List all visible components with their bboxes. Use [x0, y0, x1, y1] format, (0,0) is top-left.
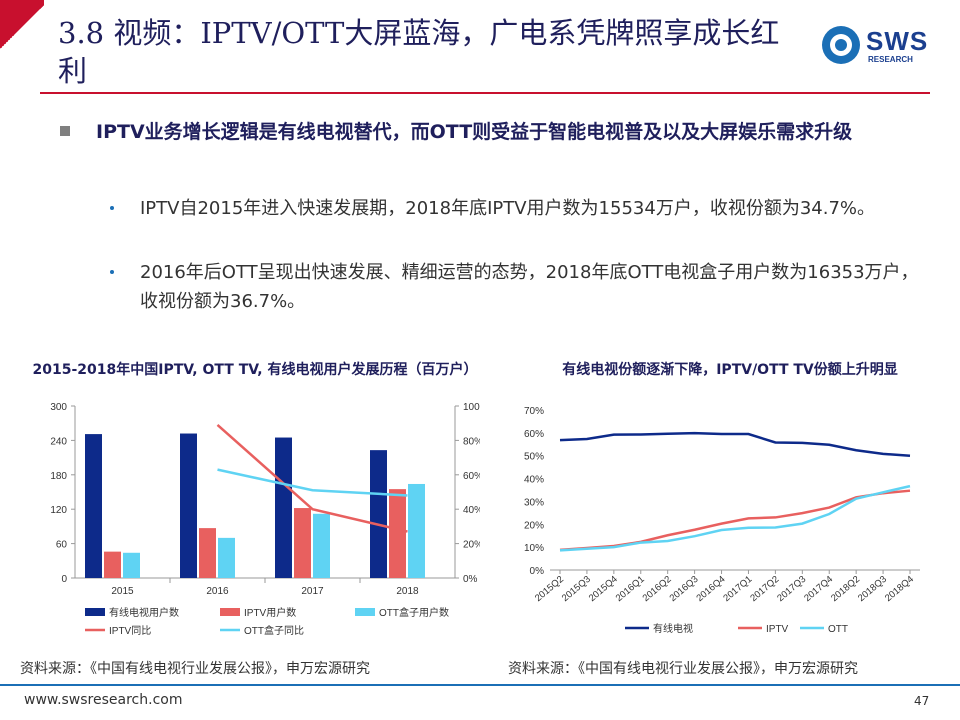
- iptv-yoy-line: [216, 423, 408, 533]
- y-tick-label-right: 40%: [463, 505, 480, 516]
- title-accent-stripe: [0, 0, 44, 96]
- y-tick-label: 10%: [524, 543, 544, 554]
- y-tick-label: 20%: [524, 520, 544, 531]
- x-tick-label: 2015Q3: [560, 574, 593, 604]
- title-bar: 3.8 视频：IPTV/OTT大屏蓝海，广电系凭牌照享成长红利 SWS RESE…: [0, 0, 960, 96]
- sub-bullet-text: IPTV自2015年进入快速发展期，2018年底IPTV用户数为15534万户，…: [140, 198, 876, 219]
- chart1-combo-chart: 0 60 120 180 240 300 0% 20% 40% 60% 80% 100% 2015 201…: [50, 402, 480, 637]
- y-tick-label: 60%: [524, 429, 544, 440]
- x-tick-label: 2016Q3: [668, 574, 701, 604]
- legend-swatch: [355, 608, 375, 616]
- title-divider: [40, 92, 930, 94]
- y-tick-label-right: 20%: [463, 540, 480, 551]
- logo-text: SWS: [866, 26, 929, 56]
- cable-share-line: [559, 431, 911, 457]
- sws-logo: SWS RESEARCH: [822, 26, 938, 66]
- bar-iptv: [389, 489, 406, 578]
- y-tick-label: 70%: [524, 406, 544, 417]
- bar-ott: [313, 513, 330, 578]
- x-tick-label: 2016: [206, 586, 229, 597]
- y-tick-label-left: 180: [50, 471, 67, 482]
- x-tick-label: 2016Q1: [614, 574, 647, 604]
- bar-ott: [408, 483, 425, 578]
- logo-mark-icon: [822, 26, 860, 64]
- x-tick-label: 2016Q2: [641, 574, 674, 604]
- y-tick-label-right: 0%: [463, 574, 478, 585]
- bar-cable: [275, 437, 292, 578]
- legend-label: OTT: [828, 624, 848, 635]
- y-tick-label: 30%: [524, 497, 544, 508]
- ott-share-line: [559, 484, 911, 552]
- bar-iptv: [294, 508, 311, 578]
- x-tick-label: 2015: [111, 586, 134, 597]
- x-tick-label: 2015Q2: [533, 574, 566, 604]
- chart1-title: 2015-2018年中国IPTV, OTT TV, 有线电视用户发展历程（百万户…: [32, 362, 478, 378]
- y-tick-label: 0%: [530, 566, 545, 577]
- sub-bullet-text: 2016年后OTT呈现出快速发展、精细运营的态势，2018年底OTT电视盒子用户…: [140, 262, 919, 312]
- y-tick-label-left: 60: [56, 540, 68, 551]
- ott-yoy-line: [217, 468, 408, 497]
- y-tick-label-left: 240: [50, 436, 67, 447]
- y-tick-label-right: 60%: [463, 471, 480, 482]
- bar-cable: [180, 433, 197, 578]
- x-tick-label: 2017Q2: [748, 574, 781, 604]
- page-number: 47: [914, 694, 930, 708]
- x-tick-label: 2018: [396, 586, 419, 597]
- x-tick-label: 2017Q3: [775, 574, 808, 604]
- x-tick-label: 2018Q2: [829, 574, 862, 604]
- footer-divider: [0, 684, 960, 686]
- x-tick-label: 2017Q4: [802, 574, 835, 604]
- source-left: 资料来源：《中国有线电视行业发展公报》，申万宏源研究: [20, 661, 370, 677]
- x-tick-label: 2016Q4: [694, 574, 727, 604]
- x-tick-label: 2015Q4: [587, 574, 620, 604]
- bar-cable: [85, 434, 102, 578]
- y-tick-label-left: 0: [61, 574, 67, 585]
- bar-cable: [370, 450, 387, 578]
- y-tick-label: 50%: [524, 452, 544, 463]
- chart2-title: 有线电视份额逐渐下降，IPTV/OTT TV份额上升明显: [562, 362, 898, 378]
- slide-title: 3.8 视频：IPTV/OTT大屏蓝海，广电系凭牌照享成长红利: [58, 16, 780, 88]
- bar-ott: [123, 552, 140, 578]
- y-tick-label-left: 300: [50, 402, 67, 413]
- y-tick-label-right: 100%: [463, 402, 480, 413]
- legend-label: 有线电视用户数: [109, 606, 179, 619]
- legend-swatch: [85, 608, 105, 616]
- chart2-line-chart: 0% 10% 20% 30% 40% 50% 60% 70% 2015Q22015Q32015Q…: [524, 406, 920, 635]
- source-right: 资料来源：《中国有线电视行业发展公报》，申万宏源研究: [508, 661, 858, 677]
- square-bullet-icon: [60, 126, 70, 136]
- bar-iptv: [199, 528, 216, 578]
- y-tick-label-left: 120: [50, 505, 67, 516]
- logo-subtext: RESEARCH: [868, 55, 913, 64]
- legend-swatch: [220, 608, 240, 616]
- footer-url: www.swsresearch.com: [24, 692, 183, 708]
- legend-label: OTT盒子同比: [244, 624, 304, 637]
- dot-bullet-icon: [110, 270, 114, 274]
- bar-ott: [218, 537, 235, 578]
- legend-label: IPTV同比: [109, 625, 151, 637]
- x-tick-label: 2018Q3: [856, 574, 889, 604]
- y-tick-label-right: 80%: [463, 436, 480, 447]
- bar-iptv: [104, 551, 121, 578]
- legend-label: 有线电视: [653, 622, 693, 635]
- legend-label: OTT盒子用户数: [379, 606, 449, 619]
- legend-label: IPTV用户数: [244, 606, 296, 619]
- x-tick-label: 2018Q4: [883, 574, 916, 604]
- x-tick-label: 2017: [301, 586, 324, 597]
- dot-bullet-icon: [110, 206, 114, 210]
- main-bullet-text: IPTV业务增长逻辑是有线电视替代，而OTT则受益于智能电视普及以及大屏娱乐需求…: [96, 121, 853, 143]
- x-tick-label: 2017Q1: [721, 574, 754, 604]
- legend-label: IPTV: [766, 624, 789, 635]
- y-tick-label: 40%: [524, 475, 544, 486]
